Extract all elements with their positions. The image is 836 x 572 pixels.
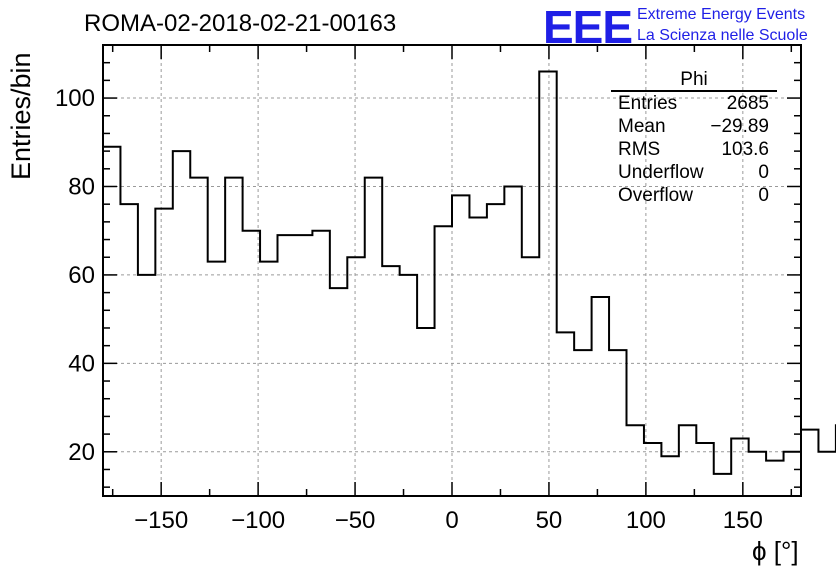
histogram-bin [103,147,120,496]
histogram-bin [452,195,469,496]
histogram-bin [696,443,713,496]
x-tick-label: 100 [626,507,666,534]
stats-row-rms: RMS 103.6 [611,138,777,161]
stats-value: −29.89 [710,116,769,137]
grid-lines [103,45,801,496]
y-tick-label: 40 [68,350,95,377]
histogram-bin [225,178,242,496]
histogram-bin [661,456,678,496]
histogram-bin [138,275,155,496]
histogram-bin [208,262,225,496]
histogram-bin [382,266,399,496]
histogram-bin [312,231,329,496]
x-tick-label: −100 [231,507,285,534]
axis-ticks [103,45,801,496]
histogram-bin [731,439,748,496]
y-tick-labels: 20 40 60 80 100 [55,85,95,466]
histogram-bin [801,430,818,496]
histogram-bin [120,204,137,496]
histogram-bin [714,474,731,496]
histogram-bin [557,332,574,496]
histogram-bin [627,425,644,496]
stats-label: Overflow [618,185,693,206]
histogram-bin [435,226,452,496]
histogram-bin [260,262,277,496]
y-tick-label: 100 [55,85,95,112]
histogram-bin [487,204,504,496]
stats-row-entries: Entries 2685 [611,92,777,115]
histogram-outline [103,70,836,475]
x-tick-label: 50 [536,507,563,534]
stats-value: 103.6 [721,139,769,160]
eee-logo: EEE [543,1,633,53]
histogram-bin [365,178,382,496]
x-tick-label: 150 [723,507,763,534]
stats-box: Phi Entries 2685 Mean −29.89 RMS 103.6 U… [611,70,777,207]
histogram-bin [190,178,207,496]
stats-value: 0 [758,185,769,206]
stats-row-mean: Mean −29.89 [611,115,777,138]
histogram-bin [522,257,539,496]
stats-label: Mean [618,116,666,137]
y-tick-label: 60 [68,262,95,289]
histogram-bin [330,288,347,496]
histogram-bin [243,231,260,496]
chart-title: ROMA-02-2018-02-21-00163 [84,10,397,37]
x-tick-label: −150 [134,507,188,534]
histogram-bin [155,209,172,496]
histogram-bars [103,70,836,496]
stats-row-underflow: Underflow 0 [611,161,777,184]
logo-caption: Extreme Energy Events La Scienza nelle S… [637,4,808,46]
y-tick-label: 20 [68,439,95,466]
histogram-bin [400,275,417,496]
stats-value: 0 [758,162,769,183]
histogram-bin [469,217,486,496]
histogram-bin [417,328,434,496]
x-tick-labels: −150 −100 −50 0 50 100 150 [134,507,763,534]
x-tick-label: −50 [335,507,376,534]
histogram-bin [818,452,835,496]
histogram-bin [574,350,591,496]
logo-caption-line-2: La Scienza nelle Scuole [637,27,808,44]
stats-row-overflow: Overflow 0 [611,184,777,207]
histogram-bin [592,297,609,496]
histogram-bin [766,461,783,496]
histogram-bin [784,452,801,496]
y-axis-label: Entries/bin [6,52,36,180]
x-axis-label: ϕ [°] [752,536,799,566]
histogram-bin [173,151,190,496]
stats-label: RMS [618,139,661,160]
plot-frame [102,44,802,497]
histogram-bin [504,186,521,496]
x-tick-label: 0 [445,507,458,534]
histogram-bin [609,350,626,496]
stats-title: Phi [611,70,777,92]
stats-label: Underflow [618,162,704,183]
histogram-bin [679,425,696,496]
histogram-bin [539,72,556,496]
stats-value: 2685 [726,93,769,114]
y-tick-label: 80 [68,173,95,200]
histogram-bin [278,235,295,496]
logo-caption-line-1: Extreme Energy Events [637,6,806,23]
histogram-bin [295,235,312,496]
histogram-bin [749,452,766,496]
stats-label: Entries [618,93,678,114]
histogram-bin [347,257,364,496]
